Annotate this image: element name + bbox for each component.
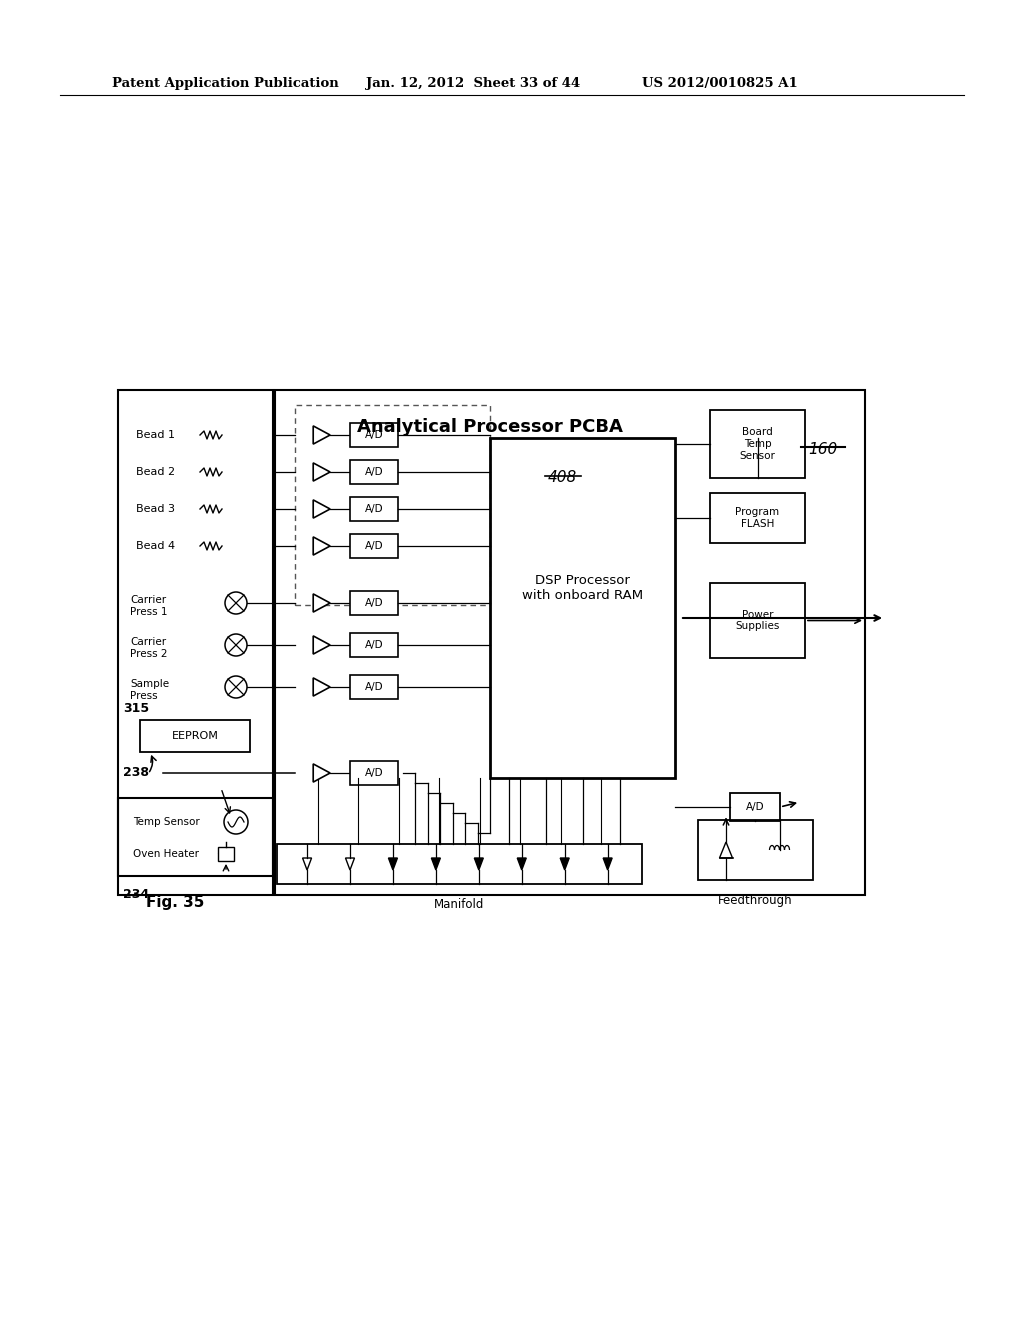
Polygon shape	[313, 764, 330, 781]
Text: A/D: A/D	[365, 541, 383, 550]
Bar	[218, 847, 234, 861]
Text: A/D: A/D	[365, 430, 383, 440]
Bar	[350, 459, 398, 484]
Text: 238: 238	[123, 767, 150, 780]
Circle shape	[225, 591, 247, 614]
Text: Feedthrough: Feedthrough	[718, 894, 793, 907]
Bar	[350, 498, 398, 521]
Polygon shape	[603, 858, 612, 870]
Bar	[350, 675, 398, 700]
Bar	[350, 591, 398, 615]
Circle shape	[225, 634, 247, 656]
Text: Fig. 35: Fig. 35	[145, 895, 204, 909]
Polygon shape	[313, 537, 330, 556]
Text: Temp Sensor: Temp Sensor	[133, 817, 200, 828]
Text: DSP Processor
with onboard RAM: DSP Processor with onboard RAM	[522, 574, 643, 602]
Text: Manifold: Manifold	[434, 898, 484, 911]
Polygon shape	[313, 426, 330, 444]
Text: Patent Application Publication: Patent Application Publication	[112, 77, 339, 90]
Text: A/D: A/D	[365, 467, 383, 477]
Bar	[350, 634, 398, 657]
Text: Bead 2: Bead 2	[136, 467, 175, 477]
Bar	[710, 411, 805, 478]
Text: EEPROM: EEPROM	[172, 731, 218, 741]
Polygon shape	[388, 858, 397, 870]
Polygon shape	[560, 858, 569, 870]
Text: 315: 315	[123, 702, 150, 715]
Text: A/D: A/D	[365, 768, 383, 777]
Text: Carrier
Press 1: Carrier Press 1	[130, 595, 168, 616]
Polygon shape	[313, 500, 330, 519]
Polygon shape	[313, 594, 330, 612]
Text: A/D: A/D	[365, 598, 383, 609]
Polygon shape	[517, 858, 526, 870]
Text: Analytical Processor PCBA: Analytical Processor PCBA	[357, 418, 623, 436]
Text: Bead 1: Bead 1	[136, 430, 175, 440]
Text: A/D: A/D	[365, 640, 383, 649]
Bar	[275, 389, 865, 895]
Bar	[350, 762, 398, 785]
Text: A/D: A/D	[745, 803, 764, 812]
Polygon shape	[313, 678, 330, 696]
Circle shape	[224, 810, 248, 834]
Bar	[118, 389, 273, 895]
Text: US 2012/0010825 A1: US 2012/0010825 A1	[642, 77, 798, 90]
Bar	[698, 820, 813, 880]
Bar	[730, 793, 780, 821]
Polygon shape	[313, 636, 330, 655]
Bar	[140, 719, 250, 752]
Bar	[350, 535, 398, 558]
Text: 234: 234	[123, 888, 150, 902]
Bar	[278, 843, 642, 884]
Text: Sample
Press: Sample Press	[130, 678, 169, 701]
Text: A/D: A/D	[365, 504, 383, 513]
Bar	[490, 438, 675, 777]
Text: Program
FLASH: Program FLASH	[735, 507, 779, 529]
Circle shape	[225, 676, 247, 698]
Polygon shape	[474, 858, 483, 870]
Bar	[118, 799, 273, 876]
Text: Bead 4: Bead 4	[136, 541, 175, 550]
Bar	[295, 405, 490, 605]
Text: Power
Supplies: Power Supplies	[735, 610, 779, 631]
Text: Bead 3: Bead 3	[136, 504, 175, 513]
Text: 160: 160	[808, 442, 838, 457]
Bar	[710, 583, 805, 657]
Bar	[710, 492, 805, 543]
Text: 408: 408	[548, 470, 578, 484]
Polygon shape	[313, 463, 330, 480]
Text: A/D: A/D	[365, 682, 383, 692]
Text: Board
Temp
Sensor: Board Temp Sensor	[739, 428, 775, 461]
Polygon shape	[720, 842, 732, 858]
Polygon shape	[431, 858, 440, 870]
Text: Jan. 12, 2012  Sheet 33 of 44: Jan. 12, 2012 Sheet 33 of 44	[366, 77, 581, 90]
Text: Carrier
Press 2: Carrier Press 2	[130, 638, 168, 659]
Text: Oven Heater: Oven Heater	[133, 849, 199, 859]
Bar	[350, 422, 398, 447]
